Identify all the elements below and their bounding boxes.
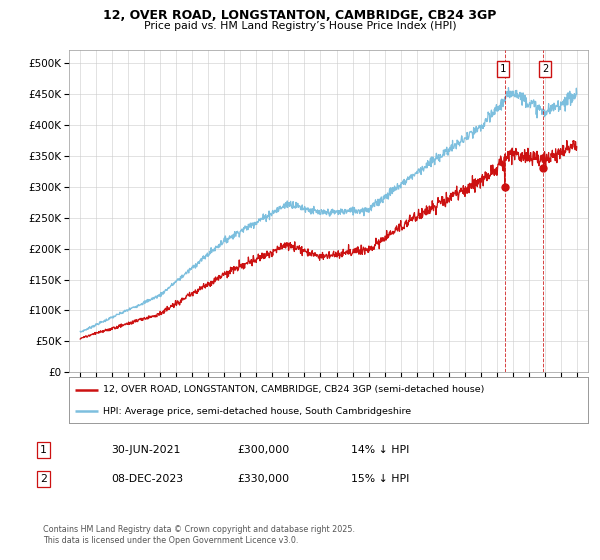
Point bbox=[539, 164, 548, 172]
Text: 12, OVER ROAD, LONGSTANTON, CAMBRIDGE, CB24 3GP (semi-detached house): 12, OVER ROAD, LONGSTANTON, CAMBRIDGE, C… bbox=[103, 385, 484, 394]
Text: 30-JUN-2021: 30-JUN-2021 bbox=[111, 445, 181, 455]
Text: 2: 2 bbox=[40, 474, 47, 484]
Text: 15% ↓ HPI: 15% ↓ HPI bbox=[351, 474, 409, 484]
Text: 12, OVER ROAD, LONGSTANTON, CAMBRIDGE, CB24 3GP: 12, OVER ROAD, LONGSTANTON, CAMBRIDGE, C… bbox=[103, 9, 497, 22]
Point bbox=[500, 182, 509, 191]
Text: HPI: Average price, semi-detached house, South Cambridgeshire: HPI: Average price, semi-detached house,… bbox=[103, 407, 411, 416]
Text: £300,000: £300,000 bbox=[237, 445, 289, 455]
Text: Contains HM Land Registry data © Crown copyright and database right 2025.
This d: Contains HM Land Registry data © Crown c… bbox=[43, 525, 355, 545]
Text: 1: 1 bbox=[500, 64, 506, 74]
Text: £330,000: £330,000 bbox=[237, 474, 289, 484]
Text: Price paid vs. HM Land Registry’s House Price Index (HPI): Price paid vs. HM Land Registry’s House … bbox=[143, 21, 457, 31]
Text: 14% ↓ HPI: 14% ↓ HPI bbox=[351, 445, 409, 455]
Text: 2: 2 bbox=[542, 64, 548, 74]
Text: 08-DEC-2023: 08-DEC-2023 bbox=[111, 474, 183, 484]
Text: 1: 1 bbox=[40, 445, 47, 455]
